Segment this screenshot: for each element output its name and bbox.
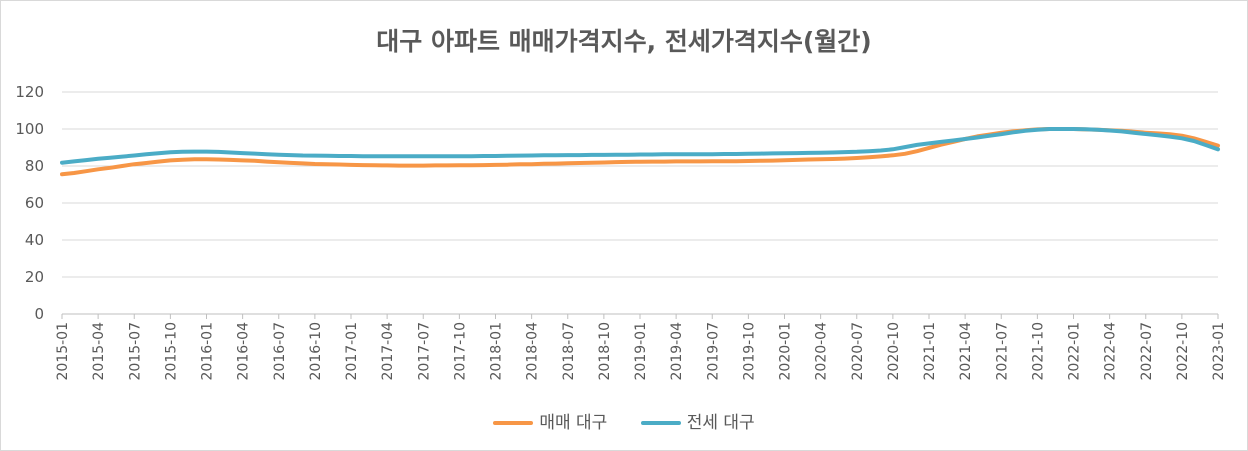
legend-label-sale: 매매 대구 (539, 413, 608, 433)
x-axis-tick-labels: 2015-01 2015-04 2015-07 2015-10 2016-01 2016-… (55, 322, 1227, 381)
x-tick-label: 2018-01 (489, 322, 505, 381)
x-tick-label: 2017-10 (452, 322, 468, 381)
x-axis-ticks (61, 314, 1219, 319)
series-lines (60, 127, 1220, 177)
x-tick-label: 2021-01 (922, 322, 938, 381)
x-tick-label: 2016-04 (236, 322, 252, 381)
x-tick-label: 2022-01 (1067, 322, 1083, 381)
y-tick-label: 0 (34, 305, 44, 323)
x-tick-label: 2020-04 (814, 322, 830, 381)
x-tick-label: 2017-01 (344, 322, 360, 381)
x-tick-label: 2018-04 (525, 322, 541, 381)
y-tick-label: 120 (15, 83, 44, 101)
legend-item-jeonse: 전세 대구 (640, 408, 755, 433)
y-tick-label: 60 (25, 194, 44, 212)
legend-label-jeonse: 전세 대구 (686, 413, 755, 433)
legend-swatch-sale (493, 421, 534, 425)
legend: 매매 대구 전세 대구 (0, 408, 1248, 433)
legend-swatch-jeonse (640, 421, 681, 425)
y-axis-tick-labels: 0 20 40 60 80 100 120 (15, 83, 44, 323)
gridlines (62, 91, 1218, 315)
x-tick-label: 2019-10 (741, 322, 757, 381)
x-tick-label: 2021-07 (994, 322, 1010, 381)
x-tick-label: 2021-10 (1030, 322, 1046, 381)
x-tick-label: 2022-04 (1103, 322, 1119, 381)
y-tick-label: 100 (15, 120, 44, 138)
x-tick-label: 2022-07 (1139, 322, 1155, 381)
x-tick-label: 2020-10 (886, 322, 902, 381)
x-tick-label: 2017-04 (380, 322, 396, 381)
x-tick-label: 2016-01 (200, 322, 216, 381)
x-tick-label: 2019-04 (669, 322, 685, 381)
x-tick-label: 2019-07 (705, 322, 721, 381)
x-tick-label: 2016-10 (308, 322, 324, 381)
x-tick-label: 2015-01 (55, 322, 71, 381)
x-tick-label: 2015-07 (127, 322, 143, 381)
x-tick-label: 2018-07 (561, 322, 577, 381)
x-tick-label: 2023-01 (1211, 322, 1227, 381)
legend-item-sale: 매매 대구 (493, 408, 607, 433)
x-tick-label: 2018-10 (597, 322, 613, 381)
x-tick-label: 2020-07 (850, 322, 866, 381)
y-tick-label: 80 (25, 157, 44, 175)
x-tick-label: 2017-07 (416, 322, 432, 381)
x-tick-label: 2015-04 (91, 322, 107, 381)
x-tick-label: 2021-04 (958, 322, 974, 381)
chart-title: 대구 아파트 매매가격지수, 전세가격지수(월간) (376, 27, 872, 56)
x-tick-label: 2020-01 (778, 322, 794, 381)
x-tick-label: 2015-10 (163, 322, 179, 381)
y-tick-label: 20 (25, 268, 44, 286)
x-tick-label: 2016-07 (272, 322, 288, 381)
series-line-jeonse (60, 127, 1220, 165)
x-tick-label: 2022-10 (1175, 322, 1191, 381)
y-tick-label: 40 (25, 231, 44, 249)
x-tick-label: 2019-01 (633, 322, 649, 381)
